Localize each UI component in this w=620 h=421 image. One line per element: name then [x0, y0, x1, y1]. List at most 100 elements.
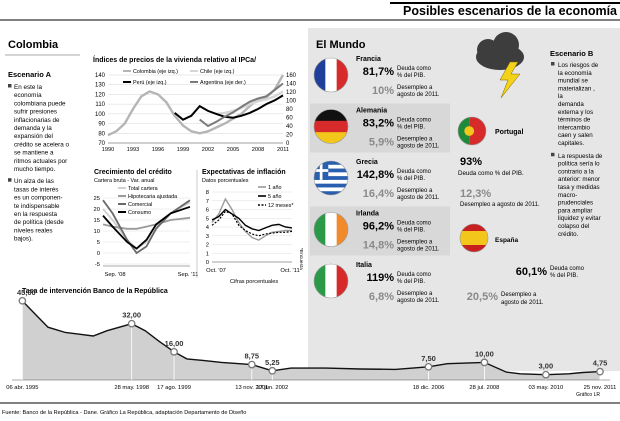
country-unemployment-value: 12,3% [460, 188, 491, 200]
flag-stripe [314, 183, 348, 188]
flag-stripe [314, 179, 348, 184]
flag-stripe [458, 117, 470, 145]
debt-label: Deuda como [397, 272, 432, 278]
scenario-b-line: contrario a la [558, 168, 594, 175]
flag-border [457, 116, 487, 146]
x-tick-label: 1999 [177, 147, 189, 153]
x-tick-label: 1993 [127, 147, 139, 153]
chart-subtitle: Datos porcentuales [202, 178, 249, 184]
data-label: 45,00 [17, 288, 36, 297]
flag-portugal [458, 117, 486, 145]
debt-label: Deuda como % del PIB. [458, 170, 524, 177]
scenario-a-line: de política (desde [14, 219, 64, 226]
flag-stripe [314, 264, 326, 298]
mundo-title: El Mundo [316, 39, 366, 51]
country-debt-value: 119% [366, 272, 394, 284]
y-tick-right: 80 [286, 107, 293, 113]
debt-label: % del PIB. [550, 273, 578, 279]
y-tick: 0 [97, 251, 100, 257]
flag-stripe [460, 231, 488, 239]
tasa-area [22, 300, 601, 380]
y-tick-right: 100 [286, 99, 297, 105]
graphic-credit: Gráfico LR [576, 392, 600, 398]
y-tick-right: 160 [286, 73, 297, 79]
country-name: Portugal [495, 129, 523, 136]
scenario-b-line: liquidez y evitar [558, 215, 601, 222]
data-label: 32,00 [122, 311, 141, 320]
unemployment-label: Desempleo a [397, 240, 433, 246]
debt-label: % del PIB. [397, 228, 425, 234]
data-point [541, 370, 550, 379]
chart-footnote: *Encuesta [298, 248, 304, 270]
y-tick-left: 110 [95, 102, 105, 108]
debt-label: % del PIB. [397, 73, 425, 79]
debt-label: Deuda como [397, 221, 432, 227]
credito-chart: Crecimiento del crédito Cartera bruta - V… [94, 169, 199, 278]
debt-label: Deuda como [397, 66, 432, 72]
legend-label: 5 año [268, 194, 282, 200]
bullet-marker [551, 152, 555, 157]
flag-stripe [325, 58, 338, 92]
chart-subtitle: Cartera bruta - Var. anual [94, 178, 154, 184]
inflacion-chart: Expectativas de inflación Datos porcentua… [196, 169, 304, 278]
flag-stripe [325, 212, 338, 247]
data-label: 5,25 [265, 358, 280, 367]
flag-border [313, 263, 349, 299]
legend-label: Consumo [128, 210, 151, 216]
y-tick: 3 [206, 234, 209, 240]
country-unemployment-value: 14,8% [363, 240, 394, 252]
country-name: Irlanda [356, 211, 379, 218]
legend-label: Total cartera [128, 186, 158, 192]
y-tick: 5 [206, 216, 209, 222]
y-tick: 4 [206, 225, 210, 231]
chart-title: Índices de precios de la vivienda relati… [93, 55, 256, 64]
scenario-b-line: Los riesgos de [558, 62, 599, 69]
x-tick-label: 2005 [227, 147, 239, 153]
scenario-a-line: en la respuesta [14, 211, 58, 218]
data-point [480, 358, 489, 367]
legend-label: Comercial [128, 202, 152, 208]
series-line [199, 82, 284, 128]
flag-stripe [469, 117, 486, 145]
data-point [18, 296, 27, 305]
y-tick: 1 [206, 251, 209, 257]
y-tick-left: 100 [95, 112, 106, 118]
flag-stripe [314, 172, 348, 177]
scenario-b-line: externa y los [558, 109, 593, 116]
scenario-a-line: inflacionarias de [14, 117, 60, 124]
flag-stripe [325, 264, 338, 298]
x-tick-label: 03 may. 2010 [528, 385, 563, 391]
debt-label: % del PIB. [397, 279, 425, 285]
x-tick-label: 2002 [202, 147, 214, 153]
unemployment-label: agosto de 2011. [397, 195, 440, 201]
data-point [268, 366, 277, 375]
scenario-a-title: Escenario A [8, 70, 52, 79]
scenario-a-line: bajos). [14, 236, 33, 243]
flag-border [313, 109, 349, 144]
flag-cross [314, 169, 329, 172]
y-tick: 0 [206, 260, 209, 266]
country-unemployment-value: 6,8% [369, 291, 394, 303]
scenario-b-line: términos de [558, 117, 591, 124]
series-line [211, 197, 292, 241]
data-label: 7,50 [421, 354, 436, 363]
unemployment-label: Desempleo a [397, 188, 433, 194]
scenario-a-line: economía [14, 92, 42, 99]
y-tick: 20 [94, 207, 100, 213]
scenario-a-line: te indispensable [14, 203, 60, 210]
x-tick-label: 2011 [277, 147, 289, 153]
flag-germany [314, 109, 348, 144]
y-tick: 6 [206, 208, 209, 214]
legend-label: Hipotecaria ajustada [128, 194, 177, 200]
chart-title: Crecimiento del crédito [94, 169, 172, 176]
data-point [424, 362, 433, 371]
series-line [216, 90, 284, 116]
scenario-a-line: Un alza de las [14, 178, 54, 185]
y-tick: -5 [95, 262, 100, 268]
debt-label: Deuda como [550, 266, 585, 272]
unemployment-label: agosto de 2011. [397, 144, 440, 150]
scenario-b-line: crédito. [558, 231, 579, 238]
